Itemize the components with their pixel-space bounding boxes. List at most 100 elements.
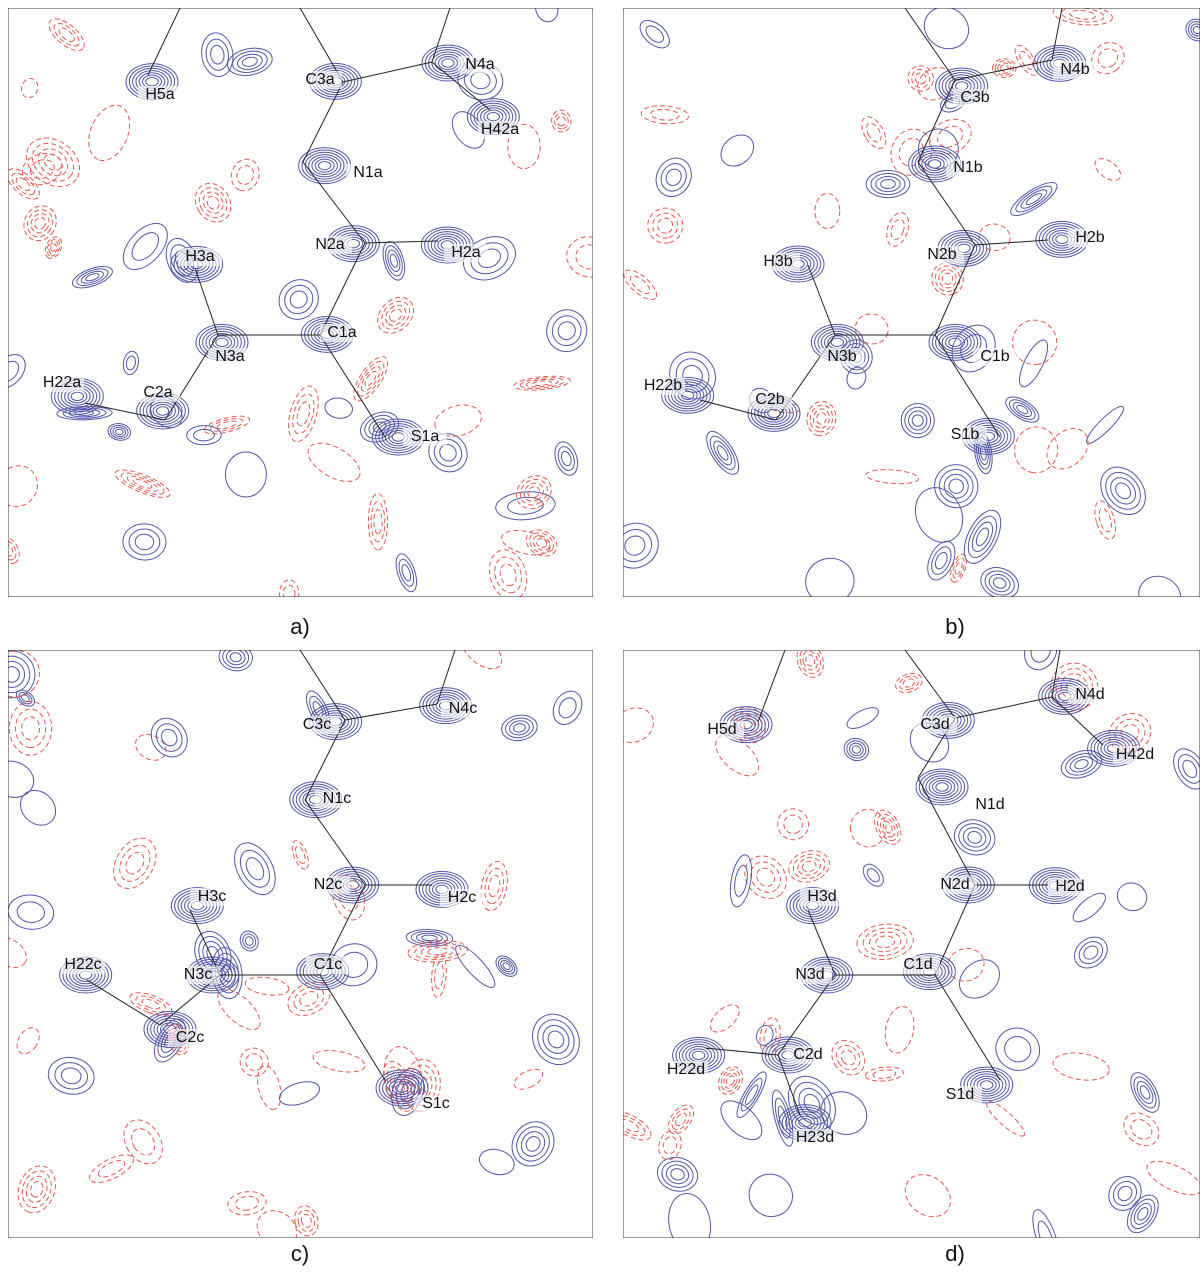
negative-contour — [50, 243, 57, 252]
negative-contour — [525, 378, 559, 388]
positive-contour — [145, 76, 159, 87]
atom-label: N3b — [827, 348, 856, 365]
positive-contour — [497, 957, 516, 975]
negative-contour — [46, 238, 61, 257]
atom-label: N4a — [465, 56, 494, 73]
bond — [189, 909, 221, 976]
positive-contour — [992, 577, 1007, 589]
positive-contour — [542, 1024, 570, 1054]
negative-contour — [385, 304, 407, 326]
positive-contour — [107, 423, 132, 441]
negative-contour — [902, 678, 916, 688]
positive-contour — [201, 32, 234, 77]
negative-contour — [119, 844, 151, 882]
bond — [164, 334, 219, 421]
label-bg — [458, 56, 502, 74]
atom-label: N3c — [184, 966, 212, 983]
negative-contour — [862, 927, 908, 957]
positive-contour — [1078, 941, 1104, 965]
negative-contour — [831, 1039, 866, 1076]
positive-contour — [862, 863, 884, 887]
negative-contour — [874, 809, 902, 845]
label-bg — [308, 236, 352, 254]
positive-contour — [152, 404, 173, 418]
bond — [364, 240, 439, 244]
positive-contour — [846, 707, 879, 729]
positive-contour — [846, 740, 867, 759]
atom-label: N2c — [314, 876, 342, 893]
positive-contour — [771, 1089, 794, 1147]
bond — [917, 161, 976, 246]
atom-label: N1d — [975, 796, 1004, 813]
negative-contour — [414, 942, 462, 961]
negative-contour — [383, 1061, 416, 1112]
positive-contour — [793, 1081, 831, 1125]
negative-contour — [135, 995, 167, 1013]
negative-contour — [37, 148, 69, 177]
negative-contour — [992, 58, 1017, 78]
positive-contour — [1086, 405, 1124, 444]
bond — [84, 402, 166, 421]
positive-contour — [1137, 1207, 1149, 1221]
atom-label: C3a — [305, 71, 334, 88]
positive-contour — [664, 379, 711, 412]
negative-contour — [30, 213, 50, 234]
positive-contour — [849, 742, 864, 757]
negative-contour — [1146, 1160, 1200, 1196]
positive-contour — [645, 25, 665, 43]
negative-contour — [551, 109, 572, 133]
atom-label: H42a — [481, 121, 519, 138]
negative-contour — [814, 192, 841, 230]
negative-contour — [917, 67, 954, 101]
positive-contour — [384, 245, 403, 277]
negative-contour — [23, 205, 57, 242]
bond — [917, 777, 976, 886]
label-bg — [946, 159, 990, 177]
negative-contour — [48, 18, 85, 52]
negative-contour — [895, 672, 923, 693]
negative-contour — [494, 556, 522, 594]
positive-contour — [1130, 1072, 1160, 1113]
negative-contour — [553, 112, 569, 130]
positive-contour — [774, 1097, 791, 1139]
negative-contour — [809, 404, 834, 433]
positive-contour — [236, 53, 263, 70]
positive-contour — [516, 1126, 550, 1162]
negative-contour — [1019, 50, 1034, 70]
atom-label: N2a — [315, 236, 344, 253]
negative-contour — [865, 469, 920, 485]
positive-contour — [958, 823, 991, 852]
negative-contour — [623, 269, 658, 301]
label-bg — [138, 86, 182, 104]
bond — [1051, 8, 1063, 61]
positive-contour — [680, 390, 695, 401]
bond — [302, 161, 366, 244]
positive-contour — [421, 934, 438, 942]
negative-contour — [1123, 1112, 1160, 1147]
atom-label: H3c — [198, 888, 226, 905]
positive-contour — [1016, 404, 1029, 415]
positive-contour — [18, 691, 33, 705]
label-bg — [444, 244, 488, 262]
negative-contour — [575, 244, 593, 270]
positive-contour — [1083, 945, 1099, 960]
negative-contour — [312, 1050, 366, 1073]
negative-contour — [667, 1104, 695, 1135]
label-bg — [664, 1061, 708, 1079]
positive-contour — [1008, 399, 1036, 420]
positive-contour — [19, 789, 57, 826]
negative-contour — [488, 874, 501, 898]
label-bg — [973, 348, 1017, 366]
label-bg — [788, 966, 832, 984]
negative-contour — [788, 850, 830, 883]
negative-contour — [31, 142, 75, 182]
negative-contour — [29, 159, 55, 179]
negative-contour — [879, 817, 896, 838]
positive-contour — [656, 1156, 699, 1192]
atom-label: H22c — [64, 956, 101, 973]
negative-contour — [1097, 48, 1119, 69]
positive-contour — [655, 157, 692, 198]
positive-contour — [943, 473, 969, 499]
bond — [904, 8, 956, 81]
negative-contour — [556, 115, 566, 127]
